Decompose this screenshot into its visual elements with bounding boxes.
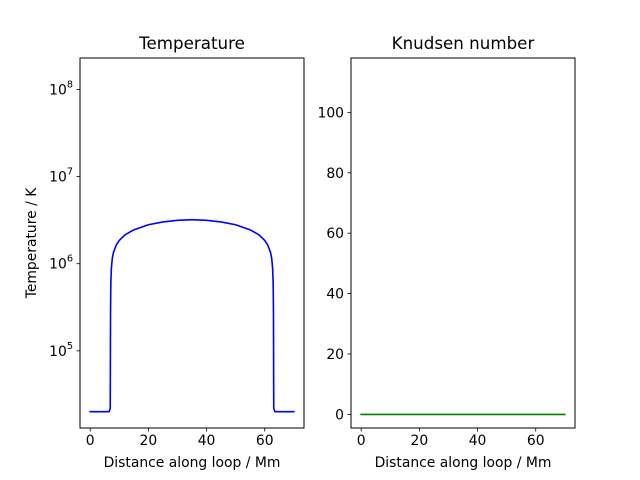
knudsen-ytick-label: 80	[326, 166, 344, 182]
knudsen-xtick-label: 40	[469, 433, 487, 449]
temperature-title: Temperature	[138, 33, 245, 53]
temperature-ytick-label: 105	[49, 341, 73, 360]
knudsen-title: Knudsen number	[392, 33, 535, 53]
temperature-ytick-label: 106	[49, 254, 73, 273]
temperature-panel: Temperature Distance along loop / Mm Tem…	[24, 33, 305, 471]
knudsen-ytick-label: 40	[326, 287, 344, 303]
temperature-ytick-exponent: 7	[67, 167, 73, 178]
knudsen-ytick-label: 20	[326, 347, 344, 363]
knudsen-ticks: 0 20 40 60 0 20 40 60 80 100	[317, 105, 544, 449]
knudsen-ytick-label: 100	[317, 105, 344, 121]
temperature-xtick-label: 60	[256, 433, 274, 449]
temperature-ylabel: Temperature / K	[24, 187, 40, 299]
knudsen-xtick-label: 60	[527, 433, 545, 449]
knudsen-xlabel: Distance along loop / Mm	[375, 455, 552, 471]
temperature-xtick-label: 0	[86, 433, 95, 449]
temperature-ytick-label: 107	[49, 167, 73, 186]
temperature-ytick-label: 108	[49, 80, 73, 99]
temperature-ytick-exponent: 5	[67, 341, 73, 352]
temperature-ytick-base: 10	[49, 170, 67, 186]
temperature-xlabel: Distance along loop / Mm	[104, 455, 281, 471]
temperature-ytick-exponent: 6	[67, 254, 73, 265]
knudsen-xtick-label: 20	[411, 433, 429, 449]
knudsen-xtick-label: 0	[357, 433, 366, 449]
temperature-ytick-base: 10	[49, 83, 67, 99]
temperature-ytick-exponent: 8	[67, 80, 73, 91]
temperature-plot-frame	[79, 57, 305, 429]
knudsen-plot-frame	[350, 57, 576, 429]
temperature-data	[89, 218, 295, 413]
knudsen-panel: Knudsen number Distance along loop / Mm …	[317, 33, 576, 471]
temperature-xtick-label: 20	[140, 433, 158, 449]
temperature-ytick-base: 10	[49, 344, 67, 360]
temperature-xtick-label: 40	[198, 433, 216, 449]
knudsen-ytick-label: 60	[326, 226, 344, 242]
temperature-ytick-base: 10	[49, 257, 67, 273]
temperature-series-line-0	[89, 218, 295, 413]
knudsen-ytick-label: 0	[335, 407, 344, 423]
